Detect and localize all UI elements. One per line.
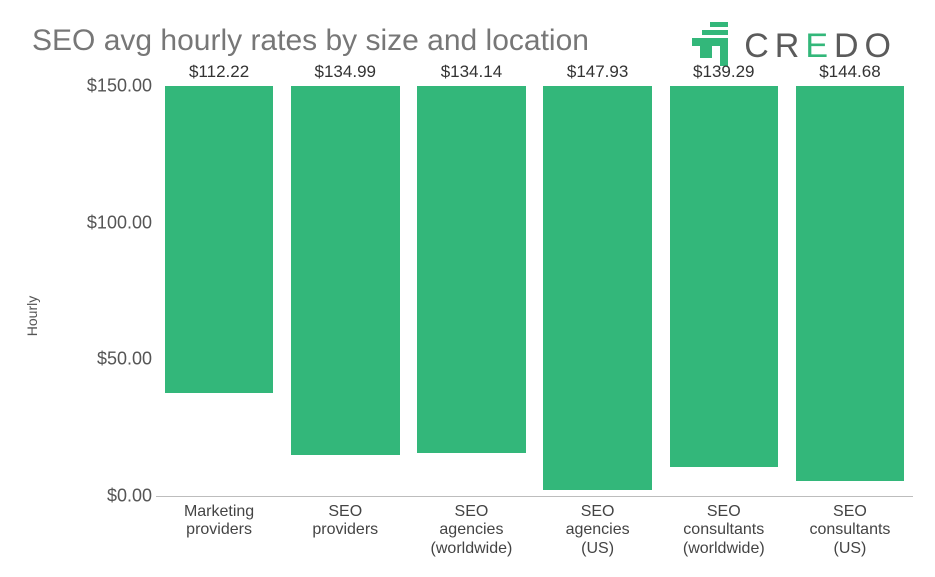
y-axis-title: Hourly <box>24 295 40 335</box>
x-axis-label: SEO providers <box>282 499 408 557</box>
bar-value-label: $147.93 <box>567 62 628 82</box>
x-axis-labels: Marketing providersSEO providersSEO agen… <box>156 499 913 557</box>
brand-wordmark: CREDO <box>744 27 897 66</box>
bar-column: $112.22 <box>156 86 282 496</box>
plot-area: $112.22$134.99$134.14$147.93$139.29$144.… <box>156 86 913 497</box>
chart-title: SEO avg hourly rates by size and locatio… <box>32 24 589 58</box>
chart-frame: SEO avg hourly rates by size and locatio… <box>0 0 935 577</box>
x-axis-label: SEO agencies (US) <box>535 499 661 557</box>
bar: $147.93 <box>543 86 652 490</box>
bar-column: $147.93 <box>535 86 661 496</box>
bar-column: $139.29 <box>661 86 787 496</box>
bar-value-label: $139.29 <box>693 62 754 82</box>
y-tick-label: $150.00 <box>70 76 152 97</box>
x-axis-label: SEO consultants (US) <box>787 499 913 557</box>
bar-column: $134.99 <box>282 86 408 496</box>
bar: $139.29 <box>670 86 779 467</box>
bar-chart: Hourly $112.22$134.99$134.14$147.93$139.… <box>26 74 913 557</box>
bars-container: $112.22$134.99$134.14$147.93$139.29$144.… <box>156 86 913 496</box>
bar-value-label: $112.22 <box>189 62 249 82</box>
bar: $112.22 <box>165 86 274 393</box>
y-tick-label: $0.00 <box>70 486 152 507</box>
y-tick-label: $100.00 <box>70 212 152 233</box>
bar-value-label: $144.68 <box>819 62 880 82</box>
bar: $134.14 <box>417 86 526 453</box>
x-axis-label: SEO agencies (worldwide) <box>408 499 534 557</box>
bar-column: $144.68 <box>787 86 913 496</box>
bar-column: $134.14 <box>408 86 534 496</box>
y-tick-label: $50.00 <box>70 349 152 370</box>
bar-value-label: $134.14 <box>441 62 502 82</box>
bar: $134.99 <box>291 86 400 455</box>
bar-value-label: $134.99 <box>315 62 376 82</box>
bar: $144.68 <box>796 86 905 481</box>
x-axis-label: Marketing providers <box>156 499 282 557</box>
x-axis-label: SEO consultants (worldwide) <box>661 499 787 557</box>
